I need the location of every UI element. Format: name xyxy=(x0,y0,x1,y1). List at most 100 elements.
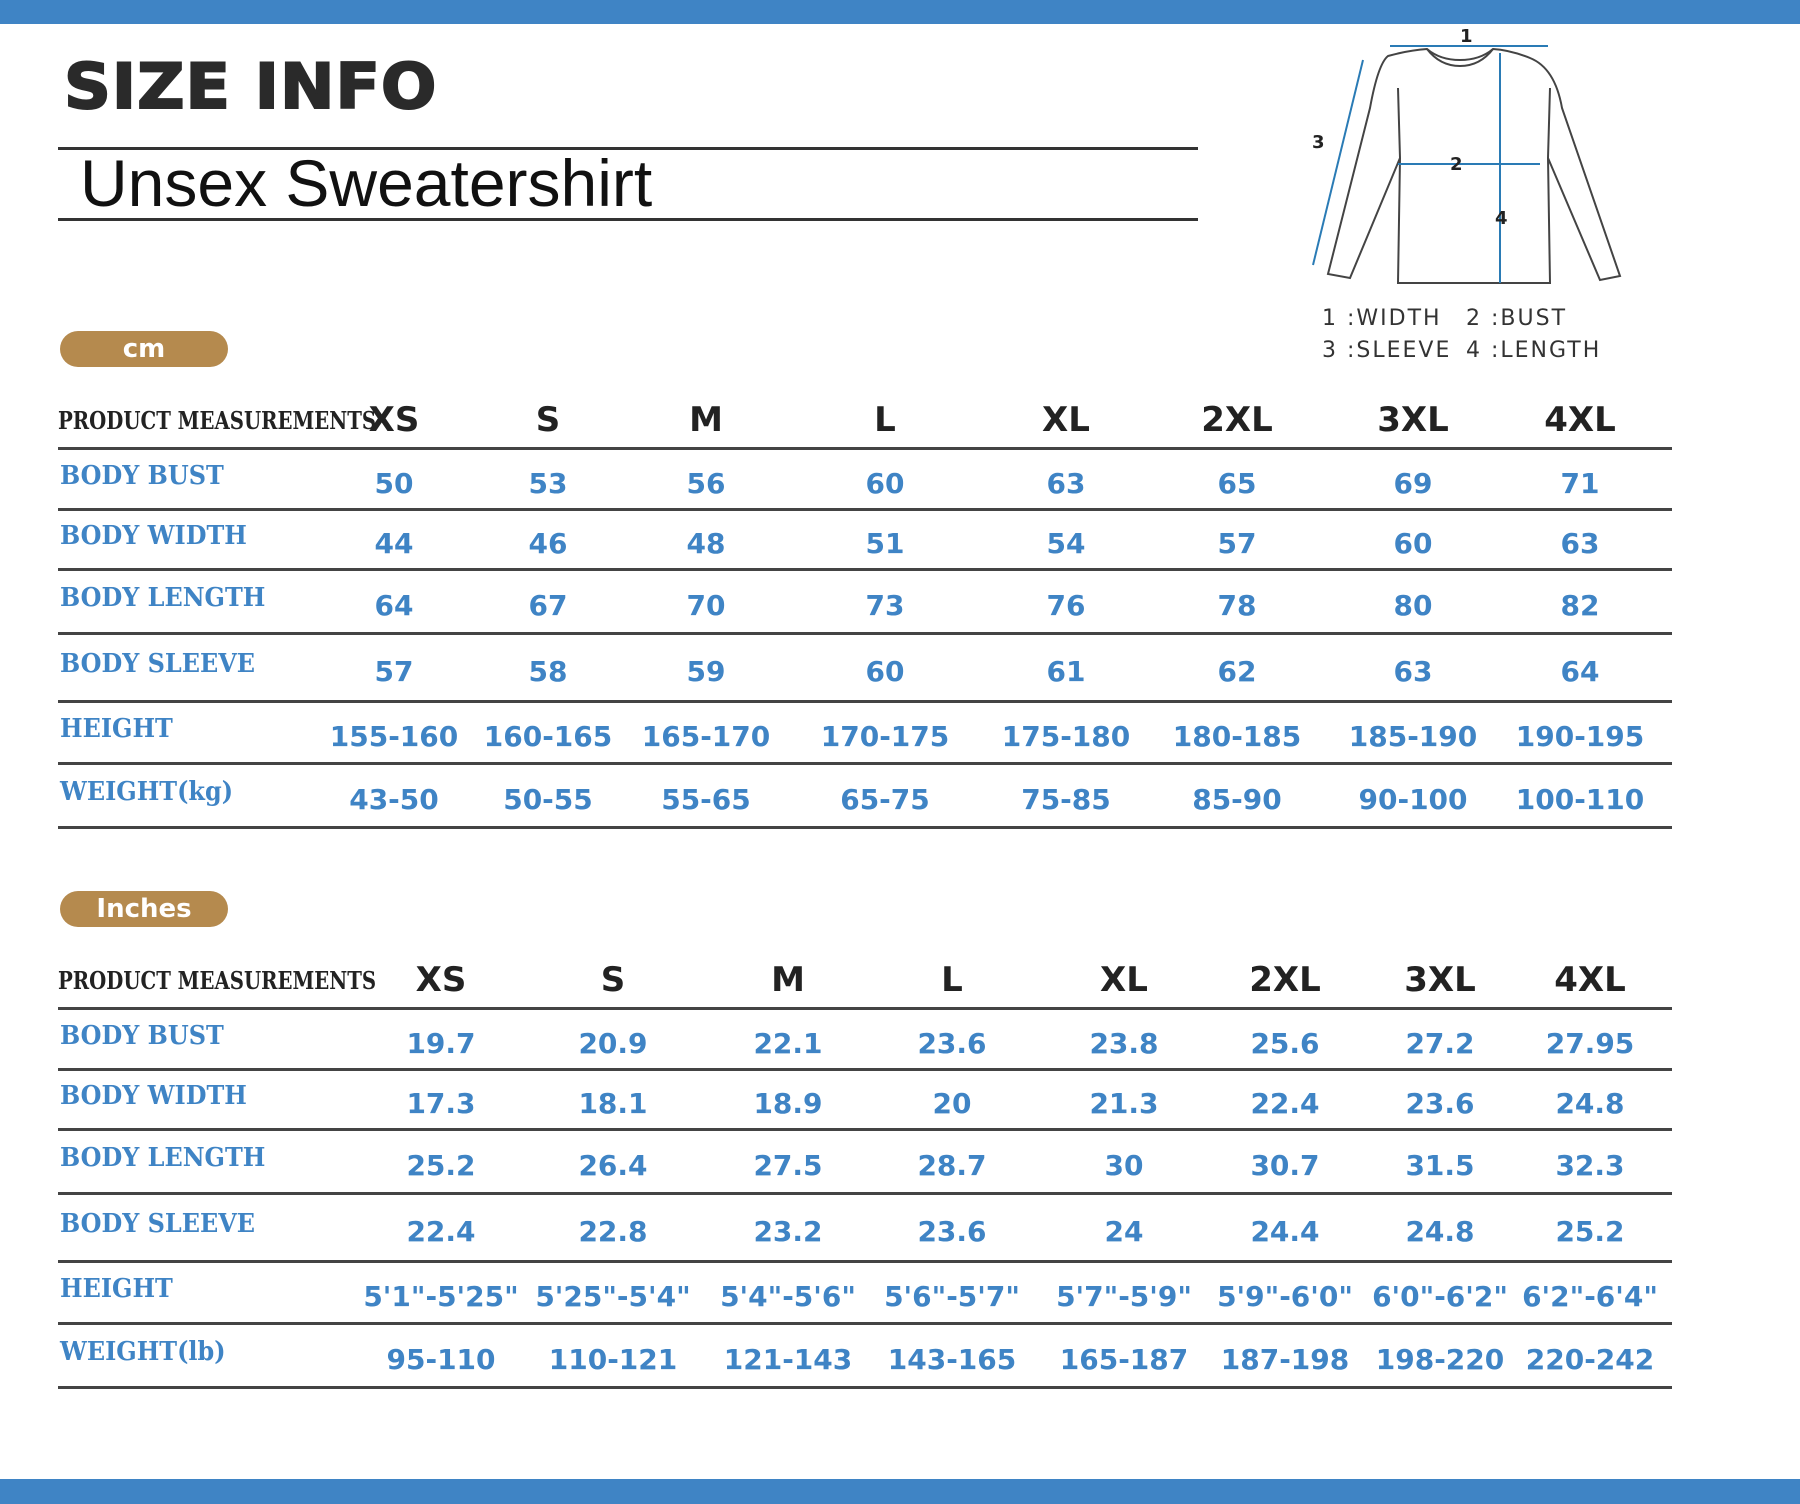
row-divider xyxy=(58,700,1672,703)
cell-value: 28.7 xyxy=(917,1149,987,1182)
cell-value: 63 xyxy=(1393,655,1433,688)
cell-value: 20.9 xyxy=(578,1026,648,1060)
cell-value: 170-175 xyxy=(820,720,950,753)
row-divider xyxy=(58,1128,1672,1131)
row-label: BODY LENGTH xyxy=(60,583,266,613)
cell-value: 24.8 xyxy=(1405,1215,1475,1248)
cell-value: 21.3 xyxy=(1089,1087,1159,1120)
cell-value: 198-220 xyxy=(1375,1343,1505,1376)
table-row: BODY SLEEVE 57 58 59 60 61 62 63 64 xyxy=(58,635,1672,703)
size-header-xs: XS xyxy=(415,960,467,1000)
cell-value: 63 xyxy=(1046,466,1086,500)
size-header-xl: XL xyxy=(1042,400,1090,440)
cell-value: 27.2 xyxy=(1405,1026,1475,1060)
cell-value: 54 xyxy=(1046,527,1086,560)
cell-value: 25.2 xyxy=(406,1149,476,1182)
row-label: BODY WIDTH xyxy=(60,521,247,551)
cell-value: 22.8 xyxy=(578,1215,648,1248)
cell-value: 85-90 xyxy=(1192,783,1282,816)
cell-value: 73 xyxy=(865,589,905,622)
cell-value: 30 xyxy=(1104,1149,1144,1182)
cell-value: 24 xyxy=(1104,1215,1144,1248)
cell-value: 22.4 xyxy=(406,1215,476,1248)
row-divider xyxy=(58,1386,1672,1389)
cell-value: 165-187 xyxy=(1059,1343,1189,1376)
size-header-l: L xyxy=(941,960,963,1000)
cell-value: 57 xyxy=(1217,527,1257,560)
cell-value: 25.2 xyxy=(1555,1215,1625,1248)
marker-3: 3 xyxy=(1312,132,1325,153)
cell-value: 78 xyxy=(1217,589,1257,622)
cell-value: 60 xyxy=(865,655,905,688)
top-banner-bar xyxy=(0,0,1800,24)
legend-length: 4 :LENGTH xyxy=(1466,338,1602,363)
table-row: BODY LENGTH 25.2 26.4 27.5 28.7 30 30.7 31.5 32.… xyxy=(58,1131,1672,1195)
cell-value: 18.1 xyxy=(578,1087,648,1120)
cell-value: 75-85 xyxy=(1021,783,1111,816)
cell-value: 61 xyxy=(1046,655,1086,688)
cell-value: 5'6"-5'7" xyxy=(884,1280,1020,1313)
cell-value: 90-100 xyxy=(1358,783,1468,816)
cell-value: 67 xyxy=(528,589,568,622)
cell-value: 187-198 xyxy=(1220,1343,1350,1376)
cell-value: 27.95 xyxy=(1545,1026,1635,1060)
unit-badge-inches: Inches xyxy=(60,891,228,927)
table-row: BODY BUST 50 53 56 60 63 65 69 71 xyxy=(58,450,1672,511)
cell-value: 50 xyxy=(374,466,414,500)
cell-value: 80 xyxy=(1393,589,1433,622)
cell-value: 65-75 xyxy=(840,783,930,816)
cell-value: 24.4 xyxy=(1250,1215,1320,1248)
row-label: HEIGHT xyxy=(60,1274,173,1304)
row-label: BODY BUST xyxy=(60,460,224,491)
cell-value: 25.6 xyxy=(1250,1026,1320,1060)
row-divider xyxy=(58,1007,1672,1010)
table-row: BODY LENGTH 64 67 70 73 76 78 80 82 xyxy=(58,571,1672,635)
cell-value: 62 xyxy=(1217,655,1257,688)
cell-value: 95-110 xyxy=(386,1343,496,1376)
cell-value: 60 xyxy=(1393,527,1433,560)
cell-value: 82 xyxy=(1560,589,1600,622)
cell-value: 19.7 xyxy=(406,1026,476,1060)
measurement-arrows xyxy=(1312,45,1548,283)
cell-value: 60 xyxy=(865,466,905,500)
cell-value: 27.5 xyxy=(753,1149,823,1182)
size-header-xs: XS xyxy=(368,400,420,440)
page-title: SIZE INFO xyxy=(63,49,438,124)
table-row: BODY WIDTH 17.3 18.1 18.9 20 21.3 22.4 23.6 24.8 xyxy=(58,1071,1672,1131)
marker-4: 4 xyxy=(1495,208,1508,229)
cell-value: 175-180 xyxy=(1001,720,1131,753)
sweatshirt-measurement-diagram: 1 2 3 4 xyxy=(1312,28,1622,284)
row-divider xyxy=(58,1068,1672,1071)
cell-value: 48 xyxy=(686,527,726,560)
cell-value: 64 xyxy=(374,589,414,622)
cell-value: 51 xyxy=(865,527,905,560)
table-row: WEIGHT(lb) 95-110 110-121 121-143 143-165 165… xyxy=(58,1325,1672,1389)
title-divider-top xyxy=(58,147,1198,150)
legend-bust: 2 :BUST xyxy=(1466,306,1568,331)
marker-2: 2 xyxy=(1450,154,1463,175)
cell-value: 190-195 xyxy=(1515,720,1645,753)
cell-value: 17.3 xyxy=(406,1087,476,1120)
cell-value: 110-121 xyxy=(548,1343,678,1376)
cell-value: 5'9"-6'0" xyxy=(1217,1280,1353,1313)
row-divider xyxy=(58,1260,1672,1263)
cell-value: 64 xyxy=(1560,655,1600,688)
row-label: BODY SLEEVE xyxy=(60,1209,255,1239)
cell-value: 55-65 xyxy=(661,783,751,816)
size-header-3xl: 3XL xyxy=(1377,400,1449,440)
row-divider xyxy=(58,632,1672,635)
bottom-banner-bar xyxy=(0,1479,1800,1504)
cell-value: 53 xyxy=(528,466,568,500)
table-header-row: PRODUCT MEASUREMENTS XS S M L XL 2XL 3XL 4XL xyxy=(58,958,1672,1010)
row-divider xyxy=(58,447,1672,450)
header-label: PRODUCT MEASUREMENTS xyxy=(58,966,377,995)
size-header-s: S xyxy=(535,400,561,440)
row-label: BODY LENGTH xyxy=(60,1143,266,1173)
marker-1: 1 xyxy=(1460,28,1473,47)
size-header-l: L xyxy=(874,400,896,440)
row-label: WEIGHT(kg) xyxy=(60,777,234,807)
cell-value: 70 xyxy=(686,589,726,622)
cell-value: 32.3 xyxy=(1555,1149,1625,1182)
table-row: BODY WIDTH 44 46 48 51 54 57 60 63 xyxy=(58,511,1672,571)
cell-value: 58 xyxy=(528,655,568,688)
